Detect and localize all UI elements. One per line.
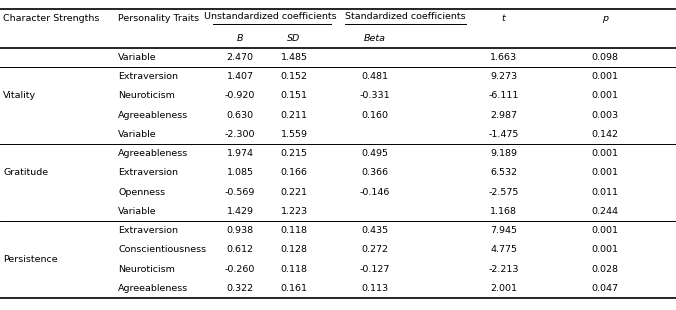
Text: Variable: Variable xyxy=(118,207,157,216)
Text: 0.630: 0.630 xyxy=(226,111,254,120)
Text: -0.331: -0.331 xyxy=(360,91,391,100)
Text: 0.003: 0.003 xyxy=(592,111,619,120)
Text: 0.938: 0.938 xyxy=(226,226,254,235)
Text: 0.142: 0.142 xyxy=(592,130,619,139)
Text: 0.098: 0.098 xyxy=(592,53,619,62)
Text: Gratitude: Gratitude xyxy=(3,168,49,177)
Text: 9.189: 9.189 xyxy=(490,149,517,158)
Text: 1.429: 1.429 xyxy=(226,207,254,216)
Text: 0.047: 0.047 xyxy=(592,284,619,293)
Text: 2.470: 2.470 xyxy=(226,53,254,62)
Text: Agreeableness: Agreeableness xyxy=(118,149,189,158)
Text: 0.001: 0.001 xyxy=(592,246,619,255)
Text: 1.168: 1.168 xyxy=(490,207,517,216)
Text: 0.118: 0.118 xyxy=(281,265,308,274)
Text: Persistence: Persistence xyxy=(3,255,58,264)
Text: Unstandardized coefficients: Unstandardized coefficients xyxy=(204,12,337,21)
Text: Character Strengths: Character Strengths xyxy=(3,15,100,24)
Text: Personality Traits: Personality Traits xyxy=(118,15,199,24)
Text: 4.775: 4.775 xyxy=(490,246,517,255)
Text: Vitality: Vitality xyxy=(3,91,37,100)
Text: 1.223: 1.223 xyxy=(281,207,308,216)
Text: -0.569: -0.569 xyxy=(225,188,255,197)
Text: 0.128: 0.128 xyxy=(281,246,308,255)
Text: 2.001: 2.001 xyxy=(490,284,517,293)
Text: 0.221: 0.221 xyxy=(281,188,308,197)
Text: B: B xyxy=(237,34,243,43)
Text: 0.481: 0.481 xyxy=(362,72,389,81)
Text: 0.001: 0.001 xyxy=(592,226,619,235)
Text: 0.001: 0.001 xyxy=(592,72,619,81)
Text: Standardized coefficients: Standardized coefficients xyxy=(345,12,466,21)
Text: 0.161: 0.161 xyxy=(281,284,308,293)
Text: -0.920: -0.920 xyxy=(225,91,255,100)
Text: 0.001: 0.001 xyxy=(592,149,619,158)
Text: 0.435: 0.435 xyxy=(362,226,389,235)
Text: Variable: Variable xyxy=(118,130,157,139)
Text: 1.407: 1.407 xyxy=(226,72,254,81)
Text: 0.211: 0.211 xyxy=(281,111,308,120)
Text: -2.300: -2.300 xyxy=(224,130,256,139)
Text: 7.945: 7.945 xyxy=(490,226,517,235)
Text: Extraversion: Extraversion xyxy=(118,72,178,81)
Text: Agreeableness: Agreeableness xyxy=(118,284,189,293)
Text: Extraversion: Extraversion xyxy=(118,168,178,177)
Text: 0.113: 0.113 xyxy=(362,284,389,293)
Text: 1.485: 1.485 xyxy=(281,53,308,62)
Text: 0.001: 0.001 xyxy=(592,168,619,177)
Text: 0.244: 0.244 xyxy=(592,207,619,216)
Text: -0.127: -0.127 xyxy=(360,265,390,274)
Text: 1.085: 1.085 xyxy=(226,168,254,177)
Text: 0.151: 0.151 xyxy=(281,91,308,100)
Text: 0.322: 0.322 xyxy=(226,284,254,293)
Text: Extraversion: Extraversion xyxy=(118,226,178,235)
Text: 2.987: 2.987 xyxy=(490,111,517,120)
Text: Neuroticism: Neuroticism xyxy=(118,91,175,100)
Text: Neuroticism: Neuroticism xyxy=(118,265,175,274)
Text: 0.160: 0.160 xyxy=(362,111,389,120)
Text: Beta: Beta xyxy=(364,34,386,43)
Text: 0.028: 0.028 xyxy=(592,265,619,274)
Text: Variable: Variable xyxy=(118,53,157,62)
Text: 0.366: 0.366 xyxy=(362,168,389,177)
Text: Agreeableness: Agreeableness xyxy=(118,111,189,120)
Text: 0.001: 0.001 xyxy=(592,91,619,100)
Text: Openness: Openness xyxy=(118,188,166,197)
Text: Conscientiousness: Conscientiousness xyxy=(118,246,206,255)
Text: t: t xyxy=(502,15,506,24)
Text: 0.011: 0.011 xyxy=(592,188,619,197)
Text: 0.118: 0.118 xyxy=(281,226,308,235)
Text: 0.166: 0.166 xyxy=(281,168,308,177)
Text: 0.495: 0.495 xyxy=(362,149,389,158)
Text: 0.272: 0.272 xyxy=(362,246,389,255)
Text: 1.663: 1.663 xyxy=(490,53,517,62)
Text: 1.559: 1.559 xyxy=(281,130,308,139)
Text: -1.475: -1.475 xyxy=(489,130,518,139)
Text: -0.146: -0.146 xyxy=(360,188,390,197)
Text: 1.974: 1.974 xyxy=(226,149,254,158)
Text: -2.213: -2.213 xyxy=(488,265,519,274)
Text: 6.532: 6.532 xyxy=(490,168,517,177)
Text: -2.575: -2.575 xyxy=(489,188,518,197)
Text: 0.612: 0.612 xyxy=(226,246,254,255)
Text: -6.111: -6.111 xyxy=(489,91,518,100)
Text: SD: SD xyxy=(287,34,301,43)
Text: p: p xyxy=(602,15,608,24)
Text: 0.152: 0.152 xyxy=(281,72,308,81)
Text: 9.273: 9.273 xyxy=(490,72,517,81)
Text: 0.215: 0.215 xyxy=(281,149,308,158)
Text: -0.260: -0.260 xyxy=(225,265,255,274)
